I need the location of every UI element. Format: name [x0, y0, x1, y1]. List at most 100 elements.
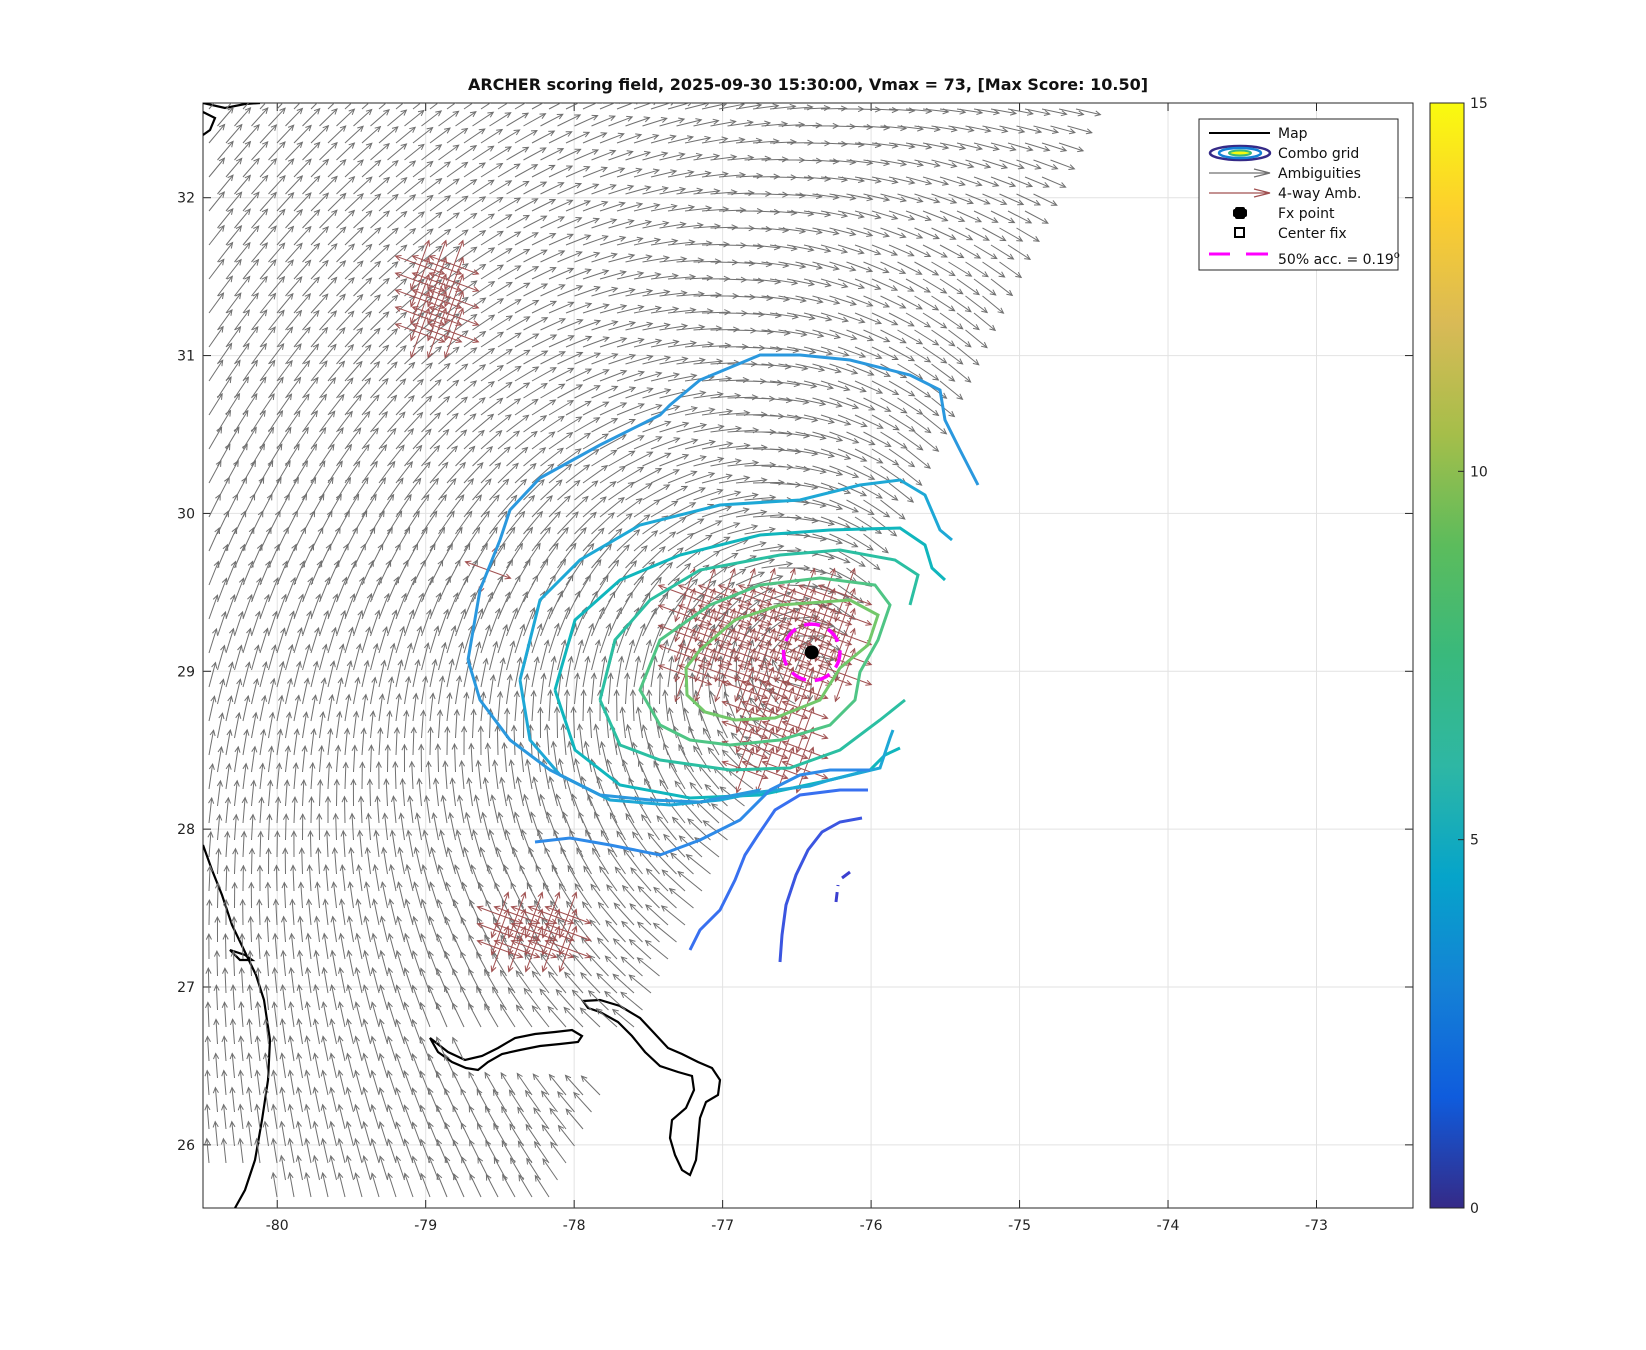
ambiguity-arrow [265, 985, 269, 1011]
ambiguity-arrow [606, 884, 626, 909]
ambiguity-arrow-head [475, 759, 482, 767]
ambiguity-arrow-head [580, 689, 587, 696]
ambiguity-arrow [871, 414, 900, 431]
ambiguity-arrow-head [751, 492, 759, 499]
ambiguity-arrow-head [428, 1121, 434, 1129]
ambiguity-arrow-head [1018, 127, 1026, 134]
ambiguity-arrow [387, 543, 401, 569]
ambiguity-arrow [216, 951, 218, 977]
ambiguity-arrow [786, 414, 818, 421]
ambiguity-arrow [531, 300, 557, 314]
ambiguity-arrow-head [941, 215, 949, 222]
ambiguity-arrow [468, 1003, 482, 1028]
ambiguity-arrow [489, 543, 506, 569]
ambiguity-arrow [718, 656, 722, 688]
ambiguity-arrow-head [874, 249, 882, 256]
ambiguity-arrow-head [698, 708, 705, 716]
ambiguity-arrow [310, 797, 313, 824]
ambiguity-arrow-head [411, 1018, 418, 1026]
ambiguity-arrow [276, 124, 295, 144]
ambiguity-arrow-head [216, 813, 223, 821]
ambiguity-arrow [718, 568, 746, 586]
ambiguity-arrow-head [422, 829, 429, 837]
ambiguity-arrow-head [890, 250, 899, 256]
ambiguity-arrow-head [497, 811, 504, 819]
ambiguity-arrow-head [590, 883, 597, 891]
ambiguity-arrow [363, 1087, 371, 1113]
ambiguity-arrow-head [288, 1001, 295, 1009]
four-way-arrow [545, 923, 569, 933]
ambiguity-arrow-head [275, 476, 282, 484]
ambiguity-arrow-head [419, 1138, 426, 1146]
ambiguity-arrow-head [646, 288, 654, 295]
ambiguity-arrow-head [735, 425, 743, 432]
ambiguity-arrow-head [959, 144, 967, 151]
ambiguity-arrow [242, 103, 250, 110]
ambiguity-arrow-head [1017, 199, 1025, 206]
ambiguity-arrow [319, 678, 326, 705]
ambiguity-arrow [234, 746, 239, 773]
ambiguity-arrow [548, 400, 574, 416]
ambiguity-arrow [251, 208, 268, 229]
four-way-arrow [508, 914, 518, 938]
ambiguity-arrow [548, 464, 572, 484]
ambiguity-arrow-head [671, 500, 679, 507]
ambiguity-arrow-head [574, 448, 582, 455]
ambiguity-arrow-head [734, 490, 742, 497]
ambiguity-arrow-head [663, 833, 670, 841]
ambiguity-arrow [931, 363, 955, 382]
ambiguity-arrow-head [589, 919, 596, 927]
ambiguity-arrow-head [405, 863, 412, 872]
ambiguity-arrow-head [505, 180, 513, 187]
ambiguity-arrow-head [689, 781, 696, 789]
ambiguity-arrow [607, 848, 626, 875]
ambiguity-arrow [330, 1053, 337, 1079]
y-tick-label: 31 [177, 349, 195, 365]
ambiguity-arrow [376, 796, 380, 824]
ambiguity-arrow-head [439, 526, 446, 534]
ambiguity-arrow [207, 1002, 210, 1028]
ambiguity-arrow-head [304, 1137, 311, 1145]
ambiguity-arrow [242, 729, 248, 756]
ambiguity-arrow [463, 430, 485, 450]
ambiguity-arrow-head [693, 745, 700, 753]
ambiguity-arrow-head [616, 606, 622, 614]
ambiguity-arrow [639, 850, 660, 875]
ambiguity-arrow-head [685, 853, 693, 861]
ambiguity-arrow-head [444, 296, 452, 303]
ambiguity-arrow-head [242, 376, 250, 384]
ambiguity-arrow-head [548, 1073, 556, 1081]
ambiguity-arrow [812, 261, 839, 270]
coastline-florida [203, 844, 272, 1208]
ambiguity-arrow [427, 761, 431, 790]
ambiguity-arrow-head [253, 677, 260, 686]
ambiguity-arrow [438, 212, 460, 229]
ambiguity-arrow [506, 382, 530, 399]
ambiguity-arrow-head [647, 742, 654, 750]
ambiguity-arrow [701, 377, 732, 382]
ambiguity-arrow [540, 216, 565, 229]
ambiguity-arrow-head [419, 1070, 426, 1078]
ambiguity-arrow-head [428, 950, 434, 958]
ambiguity-arrow [633, 499, 660, 518]
four-way-arrow [694, 594, 706, 622]
ambiguity-arrow [256, 1138, 261, 1164]
ambiguity-arrow-head [417, 378, 424, 386]
ambiguity-arrow [693, 425, 724, 433]
ambiguity-arrow [234, 645, 242, 671]
ambiguity-arrow-head [468, 1071, 475, 1079]
ambiguity-arrow-head [533, 1140, 541, 1148]
ambiguity-arrow-head [269, 326, 276, 334]
ambiguity-arrow-head [932, 269, 940, 276]
ambiguity-arrow-head [461, 95, 467, 100]
ambiguity-arrow-head [431, 658, 438, 666]
ambiguity-arrow-head [386, 1104, 393, 1112]
ambiguity-arrow-head [521, 828, 527, 837]
ambiguity-arrow-head [391, 609, 398, 617]
ambiguity-arrow [931, 193, 957, 204]
ambiguity-arrow-head [802, 640, 809, 648]
ambiguity-arrow [514, 624, 525, 654]
ambiguity-arrow-head [798, 121, 806, 128]
ambiguity-arrow [330, 1121, 337, 1147]
four-way-arrow-head [550, 918, 558, 925]
